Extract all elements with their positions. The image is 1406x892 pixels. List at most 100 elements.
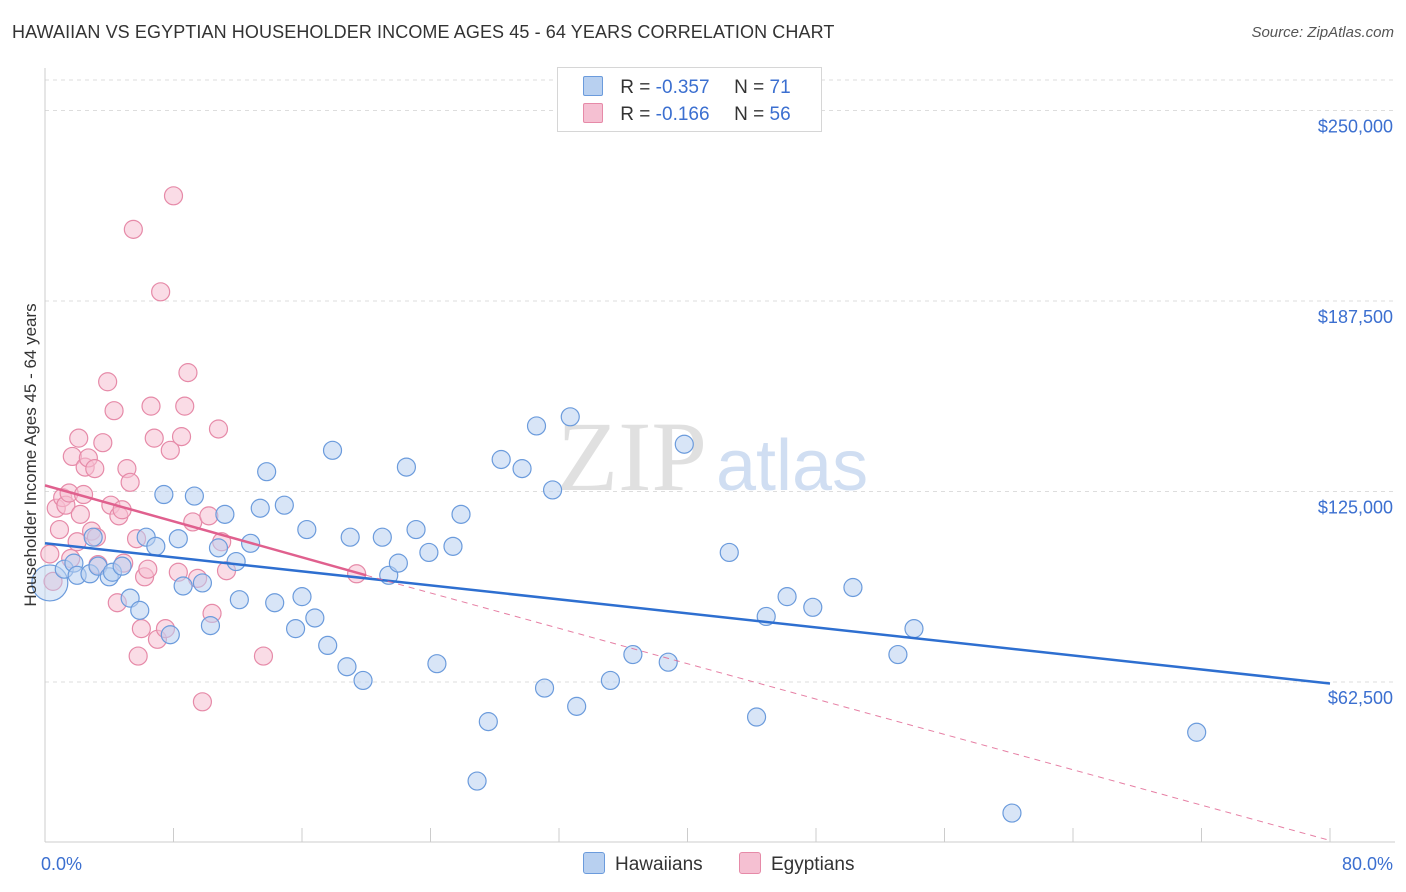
egyptians-point — [171, 427, 192, 447]
legend-swatch-pink — [583, 103, 603, 123]
y-tick-label: $62,500 — [1328, 688, 1393, 708]
egyptians-points — [40, 186, 367, 712]
hawaiians-point — [184, 486, 204, 506]
legend-row-egyptians: R = -0.166 N = 56 — [583, 103, 791, 126]
hawaiians-point — [250, 498, 270, 518]
y-tick-label: $187,500 — [1318, 307, 1393, 327]
egyptians-point — [93, 433, 113, 453]
legend-n-label: N = — [734, 77, 765, 98]
hawaiians-points — [31, 407, 1207, 823]
legend-n-label: N = — [734, 104, 765, 125]
hawaiians-point — [337, 657, 357, 677]
tick-labels: $62,500 $125,000 $187,500 $250,000 0.0% 80.0% — [41, 116, 1393, 874]
hawaiians-point — [305, 608, 325, 628]
hawaiians-point — [443, 536, 463, 556]
legend-r-value: -0.357 — [655, 77, 710, 98]
hawaiians-point — [173, 576, 193, 596]
hawaiians-point — [322, 440, 343, 460]
hawaiians-point — [542, 480, 563, 500]
legend-r-label: R = — [620, 104, 651, 125]
hawaiians-point — [600, 670, 621, 691]
egyptians-point — [208, 419, 229, 439]
hawaiians-point — [192, 573, 213, 593]
source-label: Source: ZipAtlas.com — [1251, 24, 1394, 41]
hawaiians-point — [285, 619, 306, 639]
hawaiians-point — [160, 625, 180, 645]
hawaiians-point — [396, 457, 417, 477]
hawaiians-point — [200, 615, 221, 636]
egyptians-point — [138, 559, 158, 579]
bottom-legend-egyptians: Egyptians — [739, 852, 854, 876]
legend-n-value: 56 — [769, 104, 791, 125]
hawaiians-point — [406, 519, 426, 540]
egyptians-point — [131, 619, 151, 639]
hawaiians-point — [83, 527, 103, 547]
hawaiians-point — [534, 678, 555, 698]
hawaiians-point — [491, 449, 511, 470]
egyptians-point — [163, 186, 184, 206]
watermark: ZIP atlas — [557, 401, 868, 512]
hawaiians-point — [274, 495, 294, 515]
x-tick-label: 0.0% — [41, 854, 82, 874]
hawaiians-trend-line — [44, 542, 1331, 685]
hawaiians-point — [427, 654, 447, 674]
egyptians-point — [123, 219, 143, 239]
egyptians-point — [160, 440, 180, 460]
hawaiians-point — [1187, 722, 1207, 742]
hawaiians-point — [567, 696, 587, 716]
egyptians-point — [199, 506, 219, 526]
egyptians-point — [85, 459, 105, 479]
bottom-legend-swatch-blue — [583, 852, 605, 874]
egyptians-trend-line — [44, 484, 367, 577]
hawaiians-point — [560, 407, 580, 427]
hawaiians-point — [388, 553, 408, 573]
hawaiians-point — [318, 635, 338, 656]
hawaiians-point — [674, 434, 694, 454]
hawaiians-point — [719, 542, 739, 563]
egyptians-point — [70, 504, 90, 524]
hawaiians-point — [154, 484, 174, 505]
legend-row-hawaiians: R = -0.357 N = 71 — [583, 76, 791, 99]
hawaiians-point — [777, 587, 797, 607]
hawaiians-point — [372, 527, 392, 547]
hawaiians-point — [340, 527, 360, 547]
hawaiians-point — [803, 597, 823, 617]
y-tick-label: $125,000 — [1318, 497, 1393, 517]
legend-r-label: R = — [620, 77, 651, 98]
hawaiians-point — [1002, 803, 1022, 823]
watermark-atlas: atlas — [716, 426, 868, 506]
legend-r-value: -0.166 — [655, 104, 710, 125]
hawaiians-point — [353, 670, 373, 691]
egyptians-point — [98, 372, 118, 392]
hawaiians-point — [512, 459, 532, 479]
legend-swatch-blue — [583, 76, 603, 96]
hawaiians-point — [257, 462, 277, 482]
y-tick-label: $250,000 — [1318, 116, 1393, 136]
egyptians-point — [128, 646, 148, 666]
hawaiians-point — [215, 504, 235, 524]
hawaiians-point — [112, 556, 132, 576]
axes — [44, 68, 1395, 843]
hawaiians-point — [130, 600, 150, 620]
hawaiians-point — [451, 504, 471, 524]
hawaiians-point — [226, 551, 246, 572]
hawaiians-point — [168, 529, 188, 549]
hawaiians-point — [467, 771, 487, 791]
bottom-legend-label: Hawaiians — [615, 854, 703, 875]
egyptians-point — [175, 396, 195, 416]
hawaiians-point — [146, 536, 166, 556]
correlation-legend: R = -0.357 N = 71 R = -0.166 N = 56 — [557, 67, 822, 132]
hawaiians-point — [904, 619, 924, 639]
hawaiians-point — [746, 707, 767, 727]
hawaiians-point — [623, 644, 643, 665]
x-tick-label: 80.0% — [1342, 854, 1393, 874]
egyptians-point — [178, 363, 198, 383]
egyptians-point — [43, 571, 63, 591]
egyptians-point — [192, 692, 213, 712]
egyptians-point — [40, 544, 60, 564]
bottom-legend-label: Egyptians — [771, 854, 855, 875]
hawaiians-point — [888, 644, 908, 665]
hawaiians-point — [658, 652, 678, 672]
egyptians-point — [151, 282, 171, 302]
